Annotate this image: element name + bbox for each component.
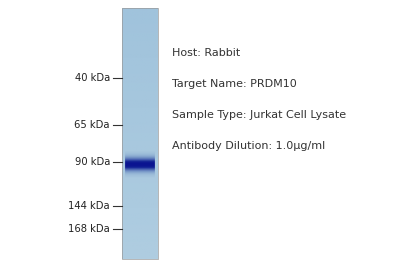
Text: Target Name: PRDM10: Target Name: PRDM10 — [172, 79, 297, 89]
Text: 168 kDa: 168 kDa — [68, 224, 110, 234]
Text: 65 kDa: 65 kDa — [74, 120, 110, 130]
Text: 40 kDa: 40 kDa — [75, 73, 110, 83]
Text: Host: Rabbit: Host: Rabbit — [172, 48, 240, 58]
Text: 144 kDa: 144 kDa — [68, 201, 110, 211]
Bar — [122, 8, 158, 259]
Text: Sample Type: Jurkat Cell Lysate: Sample Type: Jurkat Cell Lysate — [172, 110, 346, 120]
Text: 90 kDa: 90 kDa — [75, 157, 110, 167]
Text: Antibody Dilution: 1.0μg/ml: Antibody Dilution: 1.0μg/ml — [172, 140, 325, 151]
